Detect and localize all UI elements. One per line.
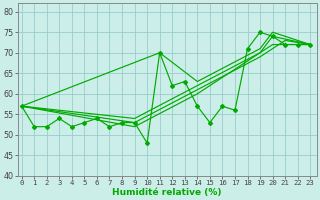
X-axis label: Humidité relative (%): Humidité relative (%) xyxy=(112,188,222,197)
